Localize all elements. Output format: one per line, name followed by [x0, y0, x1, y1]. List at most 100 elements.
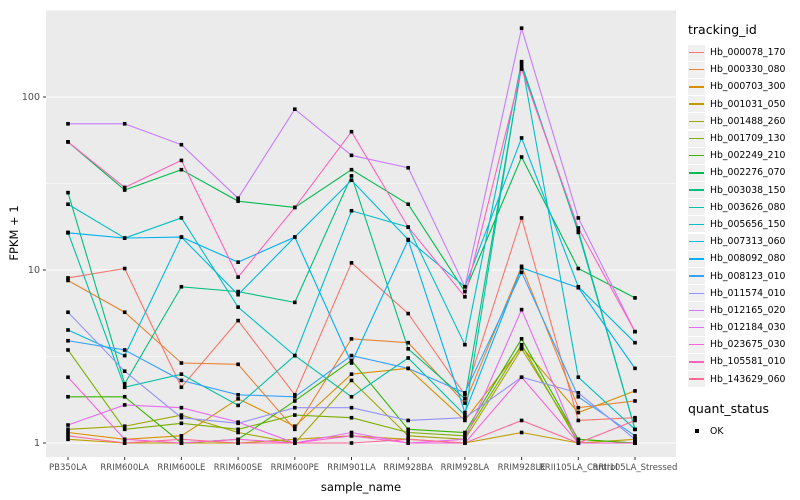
data-point-ok — [463, 437, 467, 442]
legend-item: Hb_012184_030 — [688, 319, 800, 336]
data-point-ok — [349, 415, 354, 420]
data-point-ok — [406, 434, 410, 438]
legend-key — [688, 147, 705, 164]
data-point-ok — [122, 310, 127, 315]
legend-color-line-icon — [689, 120, 704, 123]
data-point-ok — [293, 394, 297, 399]
data-point-ok — [122, 437, 127, 442]
data-point-ok — [519, 344, 524, 349]
legend-item: Hb_008092_080 — [688, 250, 800, 267]
data-point-ok — [293, 107, 297, 112]
legend-item: Hb_011574_010 — [688, 285, 800, 302]
x-tick-label: RRIM600LE — [157, 463, 205, 473]
x-tick-label: PB350LA — [49, 463, 87, 473]
legend-color-line-icon — [689, 172, 704, 174]
data-point-ok — [122, 121, 127, 126]
legend-item: Hb_000078_170 — [688, 44, 800, 61]
data-point-ok — [179, 434, 184, 438]
data-point-ok — [122, 403, 127, 407]
legend-color-line-icon — [689, 240, 704, 243]
data-point-ok — [349, 178, 354, 183]
data-point-ok — [349, 430, 354, 435]
data-point-ok — [236, 392, 240, 397]
data-point-ok — [349, 372, 354, 376]
legend-items: Hb_000078_170 Hb_000330_080 Hb_000703_300 H… — [688, 44, 800, 388]
legend-color-line-icon — [689, 344, 704, 346]
legend-item-label: Hb_002276_070 — [710, 167, 786, 179]
data-point-ok — [236, 196, 240, 201]
data-point-ok — [179, 142, 184, 147]
x-axis-title: sample_name — [320, 480, 402, 494]
data-point-ok — [463, 410, 467, 415]
legend-item: Hb_007313_060 — [688, 233, 800, 250]
data-point-ok — [66, 202, 70, 207]
data-point-ok — [179, 385, 184, 390]
legend-item-label: Hb_000703_300 — [710, 81, 786, 93]
data-point-ok — [349, 378, 354, 383]
data-point-ok — [236, 420, 240, 424]
data-point-ok — [66, 310, 70, 315]
data-point-ok — [349, 353, 354, 358]
legend-key — [688, 233, 705, 250]
legend-item: Hb_000703_300 — [688, 78, 800, 95]
legend-key — [688, 423, 705, 439]
data-point-ok — [66, 434, 70, 438]
legend-item-label: Hb_008092_080 — [710, 253, 786, 265]
data-point-ok — [633, 437, 637, 442]
legend-color-line-icon — [689, 258, 704, 260]
data-point-ok — [406, 165, 410, 170]
data-point-ok — [179, 361, 184, 365]
x-tick-label: RRIM600PE — [271, 463, 319, 473]
legend-item-label: Hb_012165_020 — [710, 304, 786, 316]
data-point-ok — [519, 270, 524, 275]
legend-color-line-icon — [689, 326, 704, 329]
legend-item-label: Hb_008123_010 — [710, 270, 786, 282]
legend-item: Hb_002249_210 — [688, 147, 800, 164]
data-point-ok — [122, 441, 127, 445]
data-point-ok — [349, 261, 354, 265]
data-point-ok — [66, 121, 70, 126]
data-point-ok — [66, 348, 70, 352]
legend-item-label: Hb_143629_060 — [710, 373, 786, 385]
data-point-ok — [349, 153, 354, 158]
data-point-ok — [576, 410, 581, 415]
data-point-ok — [236, 430, 240, 435]
x-tick-label: RRIM600LA — [100, 463, 149, 473]
legend-key — [688, 353, 705, 370]
legend-item-label: Hb_005656_150 — [710, 218, 786, 230]
data-point-ok — [293, 437, 297, 442]
data-point-ok — [66, 430, 70, 435]
data-point-ok — [463, 392, 467, 397]
data-point-ok — [576, 228, 581, 232]
x-tick-label: RRIM928LE — [498, 463, 546, 473]
legend-item-label: Hb_000330_080 — [710, 64, 786, 76]
data-point-ok — [293, 427, 297, 432]
legend-item: Hb_008123_010 — [688, 267, 800, 285]
legend-color-line-icon — [689, 51, 704, 54]
data-point-ok — [293, 399, 297, 403]
data-point-ok — [66, 375, 70, 380]
data-point-ok — [293, 235, 297, 239]
data-point-ok — [519, 307, 524, 312]
data-point-ok — [463, 284, 467, 289]
legend-item-label: Hb_023675_030 — [710, 339, 786, 351]
data-point-ok — [122, 369, 127, 374]
data-point-ok — [576, 441, 581, 445]
legend-item-label: Hb_007313_060 — [710, 236, 786, 248]
data-point-ok — [349, 129, 354, 134]
data-point-ok — [463, 294, 467, 299]
data-point-ok — [406, 225, 410, 229]
data-point-ok — [519, 59, 524, 64]
data-point-ok — [576, 405, 581, 410]
data-point-ok — [633, 399, 637, 403]
legend-color-line-icon — [689, 378, 704, 380]
data-point-ok — [406, 430, 410, 435]
legend-item: Hb_105581_010 — [688, 353, 800, 370]
data-point-ok — [66, 190, 70, 195]
data-point-ok — [576, 437, 581, 442]
legend-item-label: Hb_001488_260 — [710, 115, 786, 127]
legend-item: Hb_001709_130 — [688, 130, 800, 147]
legend-color-line-icon — [689, 309, 704, 312]
legend-item: Hb_023675_030 — [688, 336, 800, 353]
